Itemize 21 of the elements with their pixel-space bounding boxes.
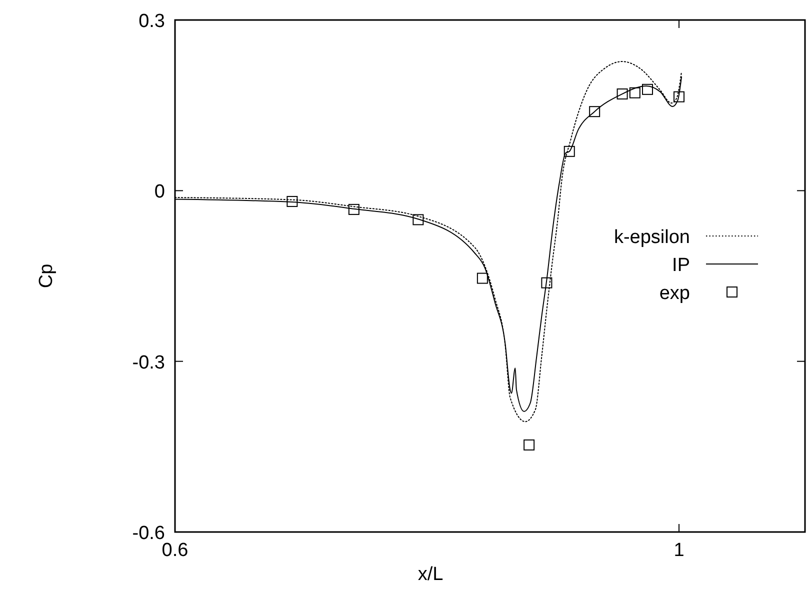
y-axis-title: Cp xyxy=(36,264,57,288)
x-axis-title: x/L xyxy=(418,564,444,585)
x-tick-label: 1 xyxy=(674,540,684,561)
point xyxy=(589,106,600,118)
point xyxy=(616,88,628,100)
point xyxy=(476,272,488,284)
point xyxy=(642,84,653,95)
point xyxy=(524,439,535,450)
point xyxy=(564,146,575,157)
y-tick-label: 0.3 xyxy=(138,11,165,32)
y-tick-label: 0 xyxy=(154,182,165,203)
point xyxy=(286,196,298,207)
point xyxy=(541,277,552,288)
legend-label: k-epsilon xyxy=(614,227,690,248)
legend-label: IP xyxy=(672,255,690,276)
y-tick-label: -0.3 xyxy=(132,352,165,374)
point xyxy=(412,214,424,226)
point xyxy=(348,204,360,215)
point xyxy=(629,87,640,98)
legend-label: exp xyxy=(659,283,690,304)
point xyxy=(674,91,684,102)
